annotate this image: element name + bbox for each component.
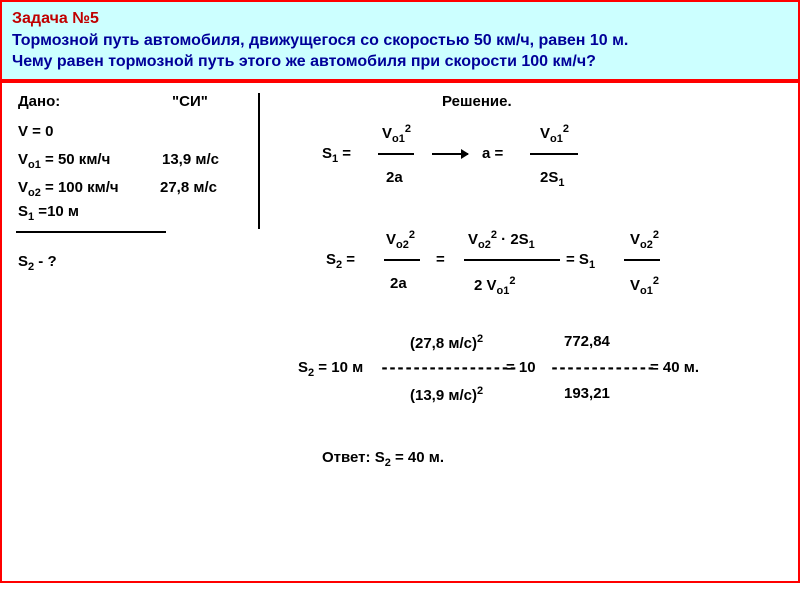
column-separator: [258, 93, 260, 229]
eq1-vo1sq-right: Vо12: [540, 123, 569, 145]
problem-line1: Тормозной путь автомобиля, движущегося с…: [12, 32, 628, 49]
calc-eq10: = 10: [506, 359, 536, 376]
eq1-vo1sq-top: Vо12: [382, 123, 411, 145]
eq2-s2: S2 =: [326, 251, 355, 271]
answer: Ответ: S2 = 40 м.: [322, 449, 444, 469]
problem-line2: Чему равен тормозной путь этого же автом…: [12, 53, 596, 70]
calc-den-right: 193,21: [564, 385, 610, 402]
calc-dashes1: -----------------: [380, 359, 517, 377]
calc-num-left: (27,8 м/с)2: [410, 333, 483, 352]
solution-area: Дано: V = 0 Vо1 = 50 км/ч Vо2 = 100 км/ч…: [0, 81, 800, 583]
problem-statement: Задача №5 Тормозной путь автомобиля, дви…: [0, 0, 800, 81]
arrow-icon: [432, 153, 468, 155]
eq1-fracbar-right: [530, 153, 578, 155]
eq1-2s1: 2S1: [540, 169, 564, 189]
given-v02: Vо2 = 100 км/ч: [18, 179, 119, 199]
si-header: "СИ": [172, 93, 208, 110]
problem-title: Задача №5: [12, 10, 99, 27]
calc-result: = 40 м.: [650, 359, 699, 376]
calc-den-left: (13,9 м/с)2: [410, 385, 483, 404]
calc-num-right: 772,84: [564, 333, 610, 350]
si-v02: 27,8 м/с: [160, 179, 217, 196]
eq1-2a: 2a: [386, 169, 403, 186]
given-v-zero: V = 0: [18, 123, 53, 140]
eq2-num-mid: Vо22 · 2S1: [468, 229, 535, 251]
si-v01: 13,9 м/с: [162, 151, 219, 168]
eq1-s1: S1 =: [322, 145, 351, 165]
calc-dashes2: -------------: [550, 359, 654, 377]
eq2-eq-s1: = S1: [566, 251, 595, 271]
eq2-den-mid: 2 Vо12: [474, 275, 515, 297]
given-s1: S1 =10 м: [18, 203, 79, 223]
eq2-vo1-bot3: Vо12: [630, 275, 659, 297]
solution-header: Решение.: [442, 93, 512, 110]
given-header: Дано:: [18, 93, 60, 110]
eq2-vo2-top1: Vо22: [386, 229, 415, 251]
eq2-vo2-top3: Vо22: [630, 229, 659, 251]
given-find: S2 - ?: [18, 253, 57, 273]
eq2-fracbar1: [384, 259, 420, 261]
calc-s2-10m: S2 = 10 м: [298, 359, 363, 379]
eq1-fracbar-left: [378, 153, 414, 155]
eq2-fracbar2: [464, 259, 560, 261]
given-v01: Vо1 = 50 км/ч: [18, 151, 110, 171]
eq2-eq1: =: [436, 251, 445, 268]
given-divider: [16, 231, 166, 233]
eq1-a-eq: a =: [482, 145, 503, 162]
eq2-2a: 2a: [390, 275, 407, 292]
eq2-fracbar3: [624, 259, 660, 261]
